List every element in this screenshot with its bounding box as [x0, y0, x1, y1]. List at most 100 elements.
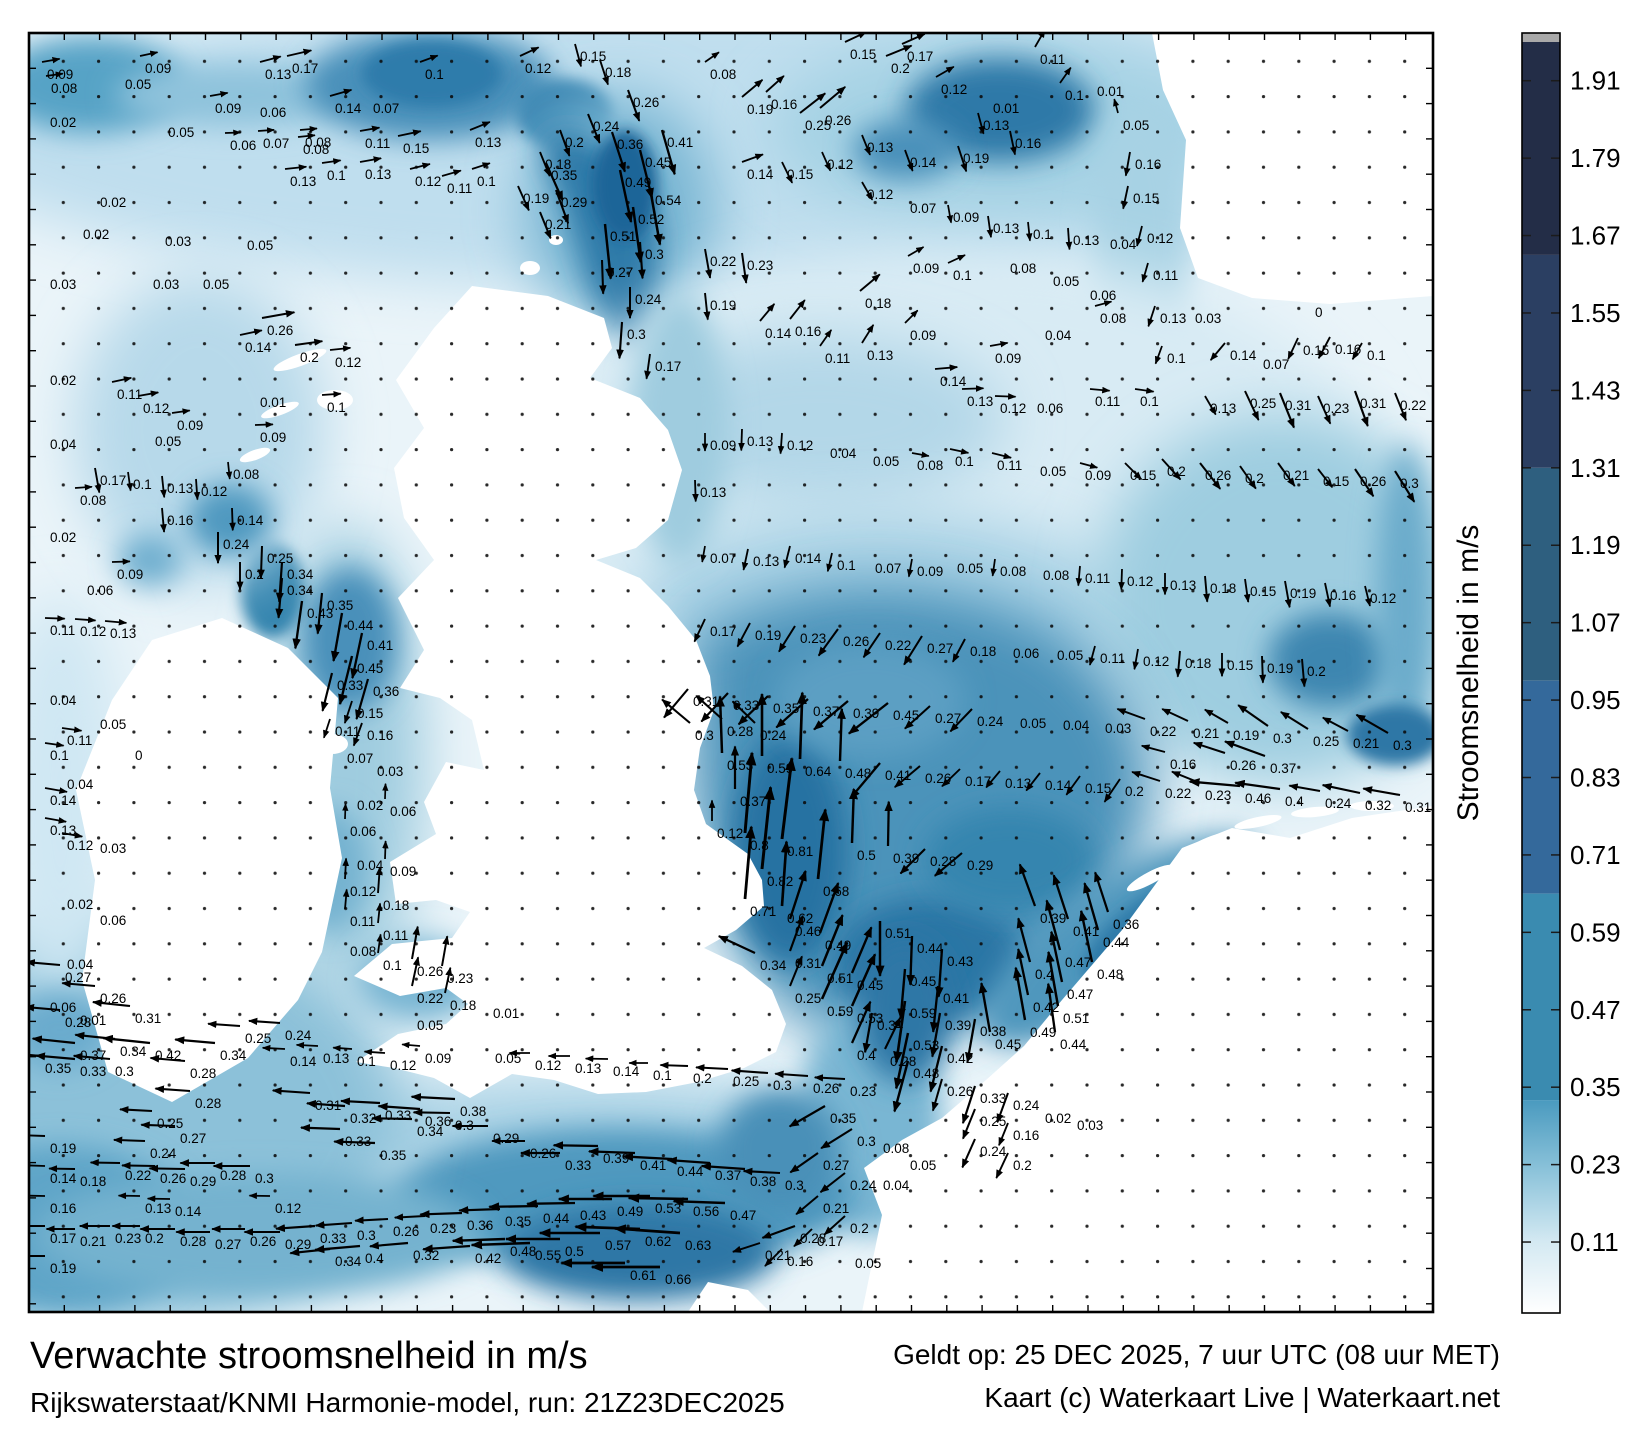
current-speed-label: 0.26 [1360, 474, 1386, 489]
current-arrow [961, 1085, 977, 1125]
current-speed-label: 0.35 [551, 168, 577, 183]
current-arrow [29, 1003, 61, 1012]
current-speed-label: 0.42 [475, 1251, 501, 1266]
current-arrow [224, 129, 242, 136]
current-speed-label: 0.05 [417, 1018, 443, 1033]
current-arrow [1204, 395, 1217, 416]
current-arrow [112, 1136, 146, 1144]
current-speed-label: 0.09 [953, 210, 979, 225]
current-arrow [44, 787, 68, 794]
current-speed-label: 0.19 [523, 191, 549, 206]
current-arrow [700, 545, 707, 563]
current-speed-label: 0.23 [747, 258, 773, 273]
current-speed-label: 0.41 [943, 991, 969, 1006]
current-arrow [789, 299, 806, 320]
current-speed-label: 0.22 [885, 638, 911, 653]
current-speed-label: 0.46 [795, 924, 821, 939]
current-speed-label: 0.34 [220, 1048, 247, 1063]
current-speed-label: 0.25 [980, 1114, 1006, 1129]
current-speed-label: 0.17 [100, 473, 126, 488]
current-arrow [1154, 345, 1163, 365]
current-speed-label: 0.13 [290, 174, 316, 189]
current-speed-label: 0.18 [1210, 581, 1236, 596]
current-speed-label: 0.14 [237, 513, 264, 528]
colorbar-tick-label: 0.35 [1570, 1072, 1621, 1102]
current-speed-label: 0.01 [493, 1006, 519, 1021]
current-speed-label: 0.35 [830, 1111, 856, 1126]
current-arrow [1113, 98, 1120, 114]
current-arrow [780, 840, 791, 907]
current-speed-label: 0.06 [87, 583, 113, 598]
current-speed-label: 0.28 [65, 1015, 91, 1030]
current-arrow [154, 1085, 191, 1094]
current-speed-label: 0.24 [977, 714, 1004, 729]
current-speed-label: 0.33 [320, 1231, 346, 1246]
current-arrow [369, 1241, 409, 1250]
current-arrow [409, 162, 431, 170]
current-arrow [795, 1195, 819, 1216]
current-arrow [820, 1128, 853, 1150]
current-speed-label: 0.24 [850, 1178, 877, 1193]
current-speed-label: 0.34 [760, 958, 787, 973]
current-arrow [29, 959, 61, 967]
current-speed-label: 0.26 [813, 1081, 839, 1096]
current-speed-label: 0.14 [175, 1204, 202, 1219]
current-arrow [1078, 909, 1094, 963]
current-arrow [45, 71, 64, 78]
current-speed-label: 0.32 [1365, 798, 1391, 813]
current-speed-label: 0.24 [1013, 1098, 1040, 1113]
current-arrow [631, 206, 644, 264]
current-arrow [850, 1000, 872, 1044]
current-speed-label: 0.2 [145, 1231, 164, 1246]
current-arrow [229, 507, 236, 532]
current-arrow [444, 966, 453, 994]
current-speed-label: 0.05 [155, 434, 181, 449]
current-arrow [1204, 708, 1229, 724]
current-arrow [862, 632, 881, 659]
current-speed-label: 0.09 [710, 438, 736, 453]
current-speed-label: 0.41 [667, 135, 693, 150]
current-speed-label: 0.24 [980, 1144, 1007, 1159]
current-arrow [1355, 713, 1389, 734]
current-arrow [1079, 462, 1099, 469]
current-arrow [780, 756, 796, 840]
current-speed-label: 0.59 [910, 1006, 936, 1021]
current-speed-label: 0.03 [377, 764, 403, 779]
current-speed-label: 0.49 [1030, 1025, 1056, 1040]
current-arrow [760, 785, 775, 870]
current-arrow [818, 882, 840, 934]
current-speed-label: 0.19 [1290, 586, 1316, 601]
current-speed-label: 0.34 [287, 567, 314, 582]
current-speed-label: 0.22 [1150, 724, 1176, 739]
current-speed-label: 0.29 [190, 1174, 216, 1189]
current-arrow [1287, 337, 1299, 360]
current-speed-label: 0.14 [910, 155, 937, 170]
current-speed-label: 0.12 [67, 838, 93, 853]
current-speed-label: 0.04 [67, 957, 94, 972]
current-arrow [764, 1248, 783, 1267]
current-arrow [1089, 386, 1111, 394]
current-arrow [1147, 305, 1156, 328]
current-speed-label: 0.06 [50, 1000, 76, 1015]
current-arrow [793, 1228, 813, 1248]
current-speed-label: 0.15 [850, 47, 876, 62]
current-arrow [995, 1152, 1009, 1179]
current-arrow [931, 1078, 943, 1112]
current-arrow [519, 46, 540, 57]
current-speed-label: 0.81 [787, 844, 813, 859]
colorbar-band [1522, 467, 1560, 681]
current-speed-label: 0.1 [327, 168, 346, 183]
current-speed-label: 0.13 [323, 1051, 349, 1066]
current-speed-label: 0.71 [750, 904, 776, 919]
current-speed-label: 0.12 [201, 484, 227, 499]
current-arrow [61, 980, 96, 988]
current-speed-label: 0.48 [913, 1066, 939, 1081]
current-speed-label: 0.13 [110, 626, 136, 641]
current-arrow [996, 1092, 1009, 1124]
current-speed-label: 0.13 [50, 823, 76, 838]
current-speed-label: 0.17 [907, 49, 933, 64]
current-speed-label: 0.5 [565, 1244, 584, 1259]
current-speed-label: 0.33 [337, 678, 363, 693]
current-arrow [354, 1216, 389, 1225]
current-speed-label: 0.36 [373, 684, 399, 699]
